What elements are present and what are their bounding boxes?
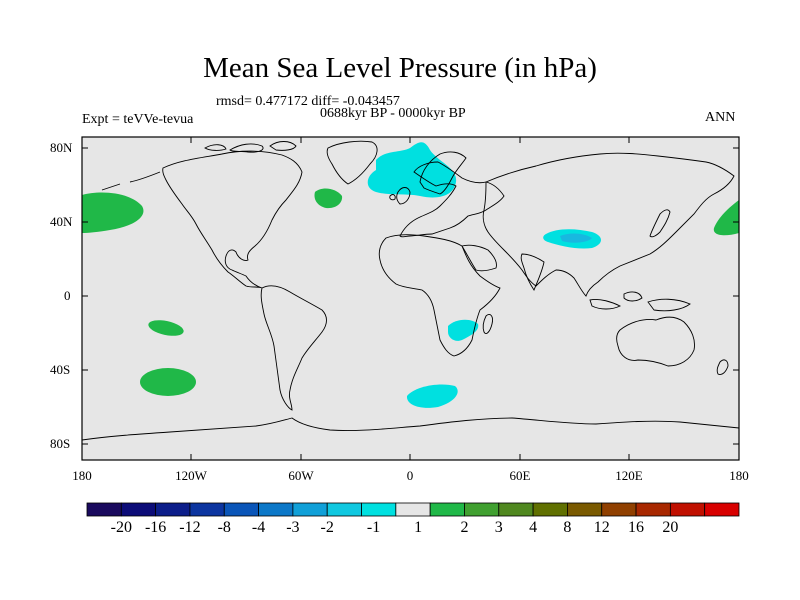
colorbar-box <box>120 502 157 517</box>
colorbar-box <box>292 502 328 517</box>
map-title: Mean Sea Level Pressure (in hPa) <box>203 52 597 84</box>
colorbar-box <box>155 502 191 517</box>
stats-text: rmsd= 0.477172 diff= -0.043457 <box>216 94 400 109</box>
lat-label-80s: 80S <box>50 436 71 451</box>
colorbar-box <box>223 502 259 517</box>
colorbar-label: 2 <box>460 519 469 536</box>
colorbar-box <box>326 502 362 517</box>
colorbar-box <box>669 502 706 517</box>
anomaly-tropical-south-pacific <box>148 320 184 336</box>
lat-label-40n: 40N <box>50 214 73 229</box>
colorbar-box <box>498 502 534 517</box>
colorbar-box <box>635 502 671 517</box>
colorbar-label: -8 <box>217 519 231 536</box>
anomaly-north-atlantic <box>314 188 343 209</box>
colorbar <box>86 502 740 517</box>
colorbar-label: -20 <box>110 519 132 536</box>
lon-label-60e: 60E <box>509 468 531 483</box>
lat-label-0: 0 <box>64 288 71 303</box>
season-label: ANN <box>705 110 736 125</box>
colorbar-label: 20 <box>662 519 679 536</box>
colorbar-label: -1 <box>366 519 381 536</box>
colorbar-label: 4 <box>529 519 538 536</box>
anomaly-scandinavia-arctic <box>367 142 457 198</box>
anomaly-south-pacific <box>140 368 196 396</box>
coast-scandinavia <box>419 151 467 195</box>
coastlines <box>81 140 740 441</box>
lon-label-0: 0 <box>406 468 414 483</box>
lon-label-120e: 120E <box>615 468 643 483</box>
colorbar-box <box>567 502 603 517</box>
colorbar-box <box>395 502 431 517</box>
lat-label-40s: 40S <box>50 362 71 377</box>
colorbar-label: 12 <box>593 519 610 536</box>
coast-japan <box>649 209 671 238</box>
colorbar-box <box>86 502 122 517</box>
coast-antarctica <box>81 417 740 441</box>
colorbar-label: 8 <box>563 519 572 536</box>
colorbar-box <box>704 502 740 517</box>
lon-label-60w: 60W <box>288 468 314 483</box>
colorbar-box <box>532 502 568 517</box>
coast-british-isles <box>389 187 411 205</box>
coast-india <box>520 253 545 291</box>
colorbar-box <box>361 502 397 517</box>
lon-ticks <box>81 137 740 460</box>
coast-south-america <box>260 285 327 411</box>
lat-label-80n: 80N <box>50 140 73 155</box>
colorbar-box <box>189 502 225 517</box>
colorbar-box <box>601 502 637 517</box>
coast-alaska <box>101 171 161 191</box>
coast-asia <box>482 152 735 297</box>
colorbar-label: 1 <box>414 519 423 536</box>
colorbar-label: 3 <box>494 519 503 536</box>
colorbar-label: -12 <box>179 519 201 536</box>
colorbar-box <box>429 502 465 517</box>
colorbar-label: -16 <box>144 519 167 536</box>
lat-ticks <box>82 147 739 445</box>
coast-indonesia <box>589 291 691 312</box>
colorbar-label: -3 <box>286 519 300 536</box>
lon-label-180w: 180 <box>72 468 92 483</box>
coast-australia <box>616 316 695 367</box>
anomaly-layer <box>82 142 739 408</box>
period-label: 0688kyr BP - 0000kyr BP <box>320 106 466 121</box>
lon-label-180e: 180 <box>729 468 749 483</box>
anomaly-tibet-core <box>560 233 592 243</box>
coast-greenland <box>326 140 378 185</box>
experiment-label: Expt = teVVe-tevua <box>82 112 194 127</box>
lon-label-120w: 120W <box>175 468 207 483</box>
coast-new-zealand <box>716 359 729 375</box>
coast-arctic-islands <box>204 141 297 153</box>
coast-europe <box>399 161 505 238</box>
colorbar-label: 16 <box>628 519 645 536</box>
coast-madagascar <box>482 313 493 335</box>
anomaly-north-pacific-west <box>713 200 739 236</box>
colorbar-label: -4 <box>251 519 266 536</box>
colorbar-box <box>464 502 500 517</box>
colorbar-label: -2 <box>320 519 334 536</box>
colorbar-box <box>258 502 294 517</box>
coast-arabia <box>461 244 497 272</box>
coast-north-america <box>162 150 303 289</box>
anomaly-southern-africa <box>448 319 479 341</box>
anomaly-southern-ocean <box>406 384 458 408</box>
anomaly-north-pacific-east <box>82 192 144 233</box>
